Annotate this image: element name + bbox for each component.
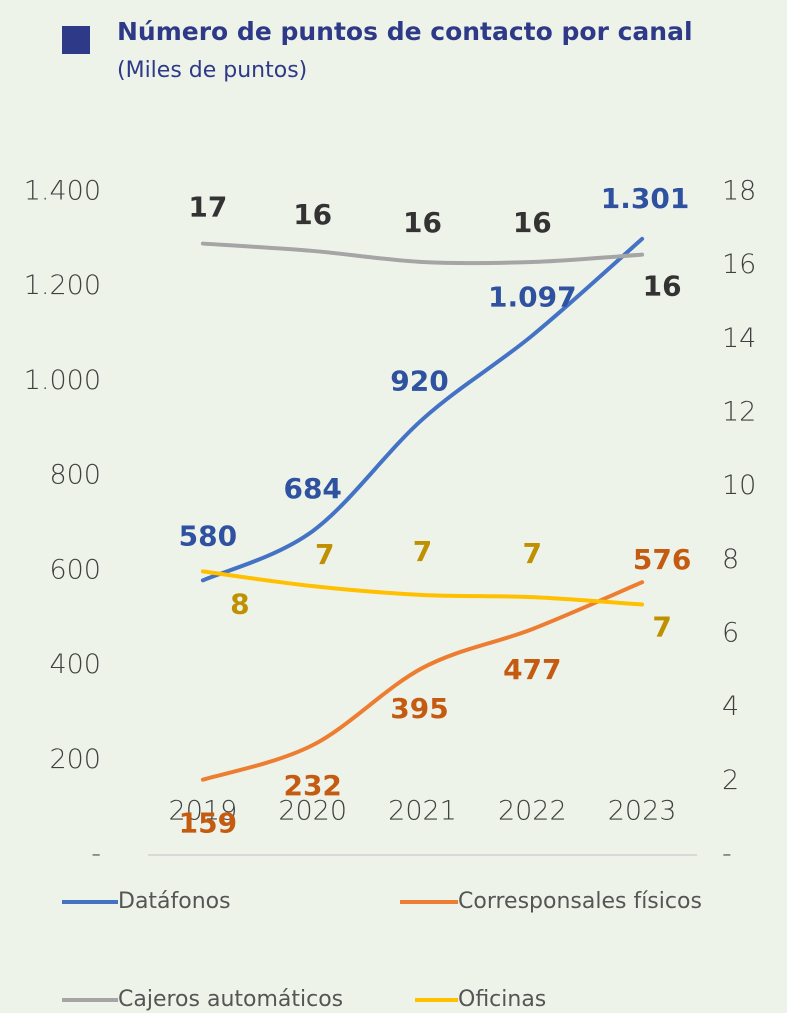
data-label: 17 bbox=[188, 191, 227, 224]
data-label: 16 bbox=[513, 206, 552, 239]
data-label: 395 bbox=[390, 692, 448, 725]
y-tick-label: 1.000 bbox=[24, 365, 101, 396]
data-label: 7 bbox=[652, 611, 671, 644]
chart-subtitle: (Miles de puntos) bbox=[117, 58, 307, 83]
y2-tick-label: - bbox=[722, 839, 732, 870]
data-label: 580 bbox=[179, 519, 237, 552]
y-tick-label: 1.200 bbox=[24, 270, 101, 301]
y2-tick-label: 10 bbox=[722, 470, 756, 501]
y-tick-label: 200 bbox=[49, 744, 101, 775]
data-label: 7 bbox=[523, 537, 542, 570]
data-label: 576 bbox=[633, 543, 691, 576]
data-label: 232 bbox=[283, 769, 341, 802]
series-line bbox=[200, 241, 645, 266]
data-label: 159 bbox=[179, 807, 237, 840]
data-label: 8 bbox=[230, 587, 249, 620]
legend-label: Datáfonos bbox=[118, 889, 231, 914]
data-label: 7 bbox=[413, 535, 432, 568]
y2-tick-label: 14 bbox=[722, 323, 756, 354]
y2-tick-label: 16 bbox=[722, 249, 756, 280]
series-line bbox=[200, 569, 645, 607]
data-label: 1.097 bbox=[488, 280, 577, 313]
y2-tick-label: 4 bbox=[722, 691, 739, 722]
title-icon bbox=[62, 26, 90, 54]
legend-label: Cajeros automáticos bbox=[118, 987, 343, 1012]
legend-label: Corresponsales físicos bbox=[458, 889, 702, 914]
data-label: 16 bbox=[403, 206, 442, 239]
data-label: 1.301 bbox=[601, 182, 690, 215]
data-label: 684 bbox=[283, 472, 341, 505]
y-tick-label: 1.400 bbox=[24, 176, 101, 207]
series-line bbox=[200, 236, 645, 583]
y2-tick-label: 6 bbox=[722, 618, 739, 649]
x-tick-label: 2019 bbox=[169, 796, 238, 827]
y-tick-label: 400 bbox=[49, 649, 101, 680]
y2-tick-label: 18 bbox=[722, 176, 756, 207]
data-label: 920 bbox=[390, 364, 448, 397]
y2-tick-label: 2 bbox=[722, 765, 739, 796]
x-tick-label: 2020 bbox=[278, 796, 347, 827]
y-tick-label: 800 bbox=[49, 460, 101, 491]
data-label: 16 bbox=[293, 198, 332, 231]
y-tick-label: - bbox=[91, 839, 101, 870]
x-tick-label: 2022 bbox=[498, 796, 567, 827]
y2-tick-label: 8 bbox=[722, 544, 739, 575]
series-line bbox=[200, 580, 645, 782]
data-label: 7 bbox=[315, 538, 334, 571]
y2-tick-label: 12 bbox=[722, 397, 756, 428]
y-tick-label: 600 bbox=[49, 554, 101, 585]
legend-label: Oficinas bbox=[458, 987, 546, 1012]
chart-title: Número de puntos de contacto por canal bbox=[117, 17, 693, 46]
data-label: 477 bbox=[503, 653, 561, 686]
x-tick-label: 2021 bbox=[388, 796, 457, 827]
x-tick-label: 2023 bbox=[608, 796, 677, 827]
data-label: 16 bbox=[643, 270, 682, 303]
